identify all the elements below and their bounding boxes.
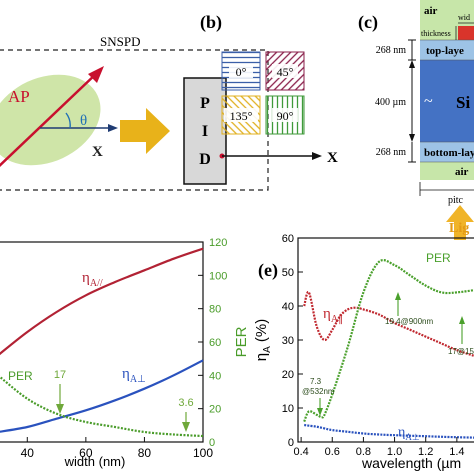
label-per-d: PER: [8, 369, 33, 383]
annot-36-d: 3.6: [178, 397, 193, 409]
label-eta-par-e: ηA∥: [323, 306, 343, 325]
tick-label-y: 60: [282, 233, 294, 245]
panel-c-letter: (c): [358, 12, 378, 33]
annot-1550: 17@1550: [448, 347, 474, 356]
plot-e-ylabel: ηA (%): [253, 319, 273, 362]
series-line-1: [0, 359, 204, 433]
tick-label-x: 1.2: [418, 446, 433, 458]
tile-label: 135°: [230, 109, 253, 123]
annot-900: 19.4@900nm: [385, 317, 433, 326]
theta-label: θ: [80, 113, 87, 129]
annot-532: @532nm: [302, 387, 335, 396]
nanowire: [458, 26, 474, 40]
layer-bottom: [420, 142, 474, 162]
tick-label-right: 60: [209, 337, 221, 349]
series-line-2: [303, 259, 474, 423]
plot-d-ylabel-right: PER: [233, 326, 250, 357]
dim-top: 268 nm: [376, 45, 407, 56]
tick-label-y: 40: [282, 301, 294, 313]
layer-si: [420, 60, 474, 142]
series-line-0: [303, 290, 474, 357]
tick-label-x: 1.0: [387, 446, 402, 458]
x-arrowhead: [108, 124, 118, 132]
tick-label-x: 100: [193, 446, 213, 460]
bottom-layer-label: bottom-lay: [424, 147, 474, 159]
plot-e-xlabel: wavelength (µm: [361, 455, 461, 471]
snspd-label: SNSPD: [100, 34, 140, 49]
tick-label-x: 0.8: [356, 446, 371, 458]
ap-axis-arrow: [0, 71, 99, 167]
break-symbol: ~: [424, 93, 433, 110]
tick-label-right: 20: [209, 404, 221, 416]
tile-label: 90°: [277, 109, 294, 123]
pitch-label: pitc: [448, 195, 464, 206]
tick-label-y: 50: [282, 267, 294, 279]
tick-label-x: 0.4: [293, 446, 308, 458]
panel-e-letter: (e): [258, 260, 278, 281]
light-arrow-icon: [446, 205, 474, 240]
layer-top: [420, 40, 474, 60]
tile-label: 0°: [236, 65, 247, 79]
panel-b-letter: (b): [200, 12, 222, 33]
panel-c: (c) air wid thickness top-laye Si bottom…: [358, 0, 474, 240]
tick-label-right: 0: [209, 437, 215, 449]
annot-17-d: 17: [54, 369, 66, 381]
label-eta-perp-d: ηA⊥: [122, 366, 146, 385]
plot-d-xlabel: width (nm): [64, 454, 126, 469]
series-line-2: [0, 375, 204, 438]
tick-label-right: 120: [209, 237, 227, 249]
tick-label-right: 40: [209, 370, 221, 382]
pid-box: [183, 77, 227, 185]
ap-label: AP: [8, 87, 30, 106]
panel-e: (e) 0 10 20 30 40 50 60 0.4 0.6 0.8 1.0 1.2 1.4 ηA (…: [253, 233, 474, 471]
tick-label-x: 40: [21, 446, 35, 460]
tick-label-x: 0.6: [325, 446, 340, 458]
tick-label-x: 1.4: [449, 446, 464, 458]
si-label: Si: [456, 93, 470, 112]
label-eta-par-d: ηA//: [82, 270, 103, 289]
dim-bottom: 268 nm: [376, 147, 407, 158]
tick-label-x: 60: [79, 446, 93, 460]
tick-label-y: 30: [282, 335, 294, 347]
tick-label-y: 0: [288, 437, 294, 449]
block-arrow-icon: [120, 108, 170, 154]
tick-label-right: 80: [209, 304, 221, 316]
annot-73: 7.3: [310, 377, 322, 386]
panel-b: (b) 0° 45° 135° 90° X: [200, 12, 338, 166]
tick-label-x: 80: [138, 446, 152, 460]
dim-si: 400 µm: [375, 97, 406, 108]
tile-label: 45°: [277, 65, 294, 79]
series-line-1: [304, 423, 474, 439]
width-label: wid: [458, 13, 470, 22]
x-label-a: X: [92, 144, 103, 160]
x-arrowhead-b: [312, 152, 322, 160]
theta-arc-icon: [65, 112, 71, 129]
label-eta-perp-e: ηA⊥: [398, 425, 420, 442]
tick-label-right: 100: [209, 270, 227, 282]
thickness-label: thickness: [421, 29, 451, 38]
tick-label-y: 20: [282, 369, 294, 381]
air-bottom-label: air: [455, 166, 469, 178]
snspd-dashed-box: [0, 49, 269, 191]
light-label: Lig: [449, 221, 469, 236]
tick-label-y: 10: [282, 403, 294, 415]
air-top-label: air: [424, 5, 438, 17]
plot-e-frame: [297, 237, 474, 443]
ap-arrowhead: [88, 66, 104, 83]
top-layer-label: top-laye: [426, 45, 464, 57]
label-per-e: PER: [426, 251, 451, 265]
plot-d-frame: [0, 241, 204, 443]
series-line-0: [0, 247, 204, 356]
layer-air-bottom: [420, 162, 474, 180]
x-label-b: X: [327, 150, 338, 166]
